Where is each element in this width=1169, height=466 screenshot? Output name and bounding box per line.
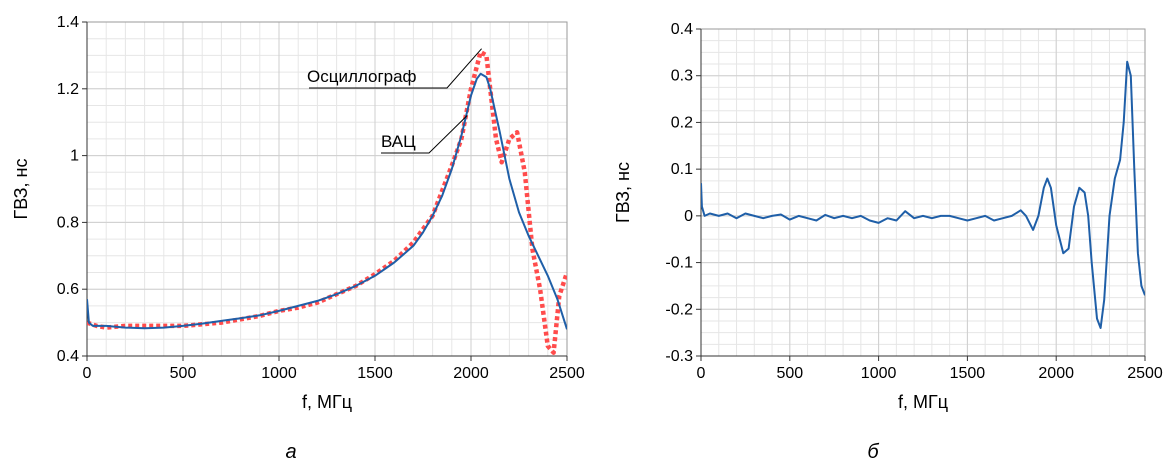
x-tick-label: 0	[697, 365, 706, 382]
y-tick-label: 1	[70, 148, 79, 165]
x-tick-label: 1000	[861, 365, 897, 382]
annotation-vats: ВАЦ	[381, 132, 416, 151]
chart-panel-2: 0 500 1000 1500 2000 2500 -0.3 -0.2 -0.1 0 0.1 0.2 0…	[613, 21, 1163, 463]
annotation-leader	[309, 48, 482, 89]
panel-label: б	[867, 441, 879, 463]
y-tick-label: 0.1	[671, 161, 693, 178]
series-line-осциллограф	[87, 49, 567, 355]
x-tick-label: 1500	[357, 365, 393, 382]
x-tick-label: 1000	[261, 365, 297, 382]
y-tick-label: 1.2	[57, 81, 79, 98]
annotation-oscillograph: Осциллограф	[307, 67, 417, 86]
y-tick-label: 0.3	[671, 68, 693, 85]
series-line-1	[701, 60, 1145, 329]
chart-panel-1: 0 500 1000 1500 2000 2500 0.4 0.6 0.8 1 1.2 1.4 f, М…	[11, 14, 585, 463]
x-tick-label: 500	[776, 365, 803, 382]
y-tick-label: 0.6	[57, 281, 79, 298]
x-tick-label: 0	[83, 365, 92, 382]
panel-label: а	[285, 441, 296, 463]
annotations: Осциллограф ВАЦ	[307, 48, 482, 154]
y-tick-label: 0.4	[671, 21, 693, 38]
y-axis-title: ГВЗ, нс	[11, 159, 31, 220]
x-tick-label: 1500	[950, 365, 986, 382]
x-tick-label: 500	[170, 365, 197, 382]
y-tick-label: -0.2	[665, 301, 693, 318]
y-tick-label: 0.4	[57, 348, 79, 365]
x-tick-label: 2000	[453, 365, 489, 382]
y-tick-label: 0	[684, 208, 693, 225]
y-tick-label: 0.8	[57, 214, 79, 231]
x-axis-title: f, МГц	[302, 392, 352, 412]
x-tick-label: 2000	[1038, 365, 1074, 382]
annotation-leader	[381, 115, 468, 154]
x-axis-title: f, МГц	[898, 392, 948, 412]
series-line-вац	[87, 72, 567, 330]
y-tick-label: -0.3	[665, 348, 693, 365]
y-tick-label: 1.4	[57, 14, 79, 31]
x-tick-label: 2500	[549, 365, 585, 382]
y-tick-label: -0.1	[665, 255, 693, 272]
y-tick-label: 0.2	[671, 114, 693, 131]
y-axis-title: ГВЗ, нс	[613, 162, 633, 223]
x-tick-label: 2500	[1127, 365, 1163, 382]
